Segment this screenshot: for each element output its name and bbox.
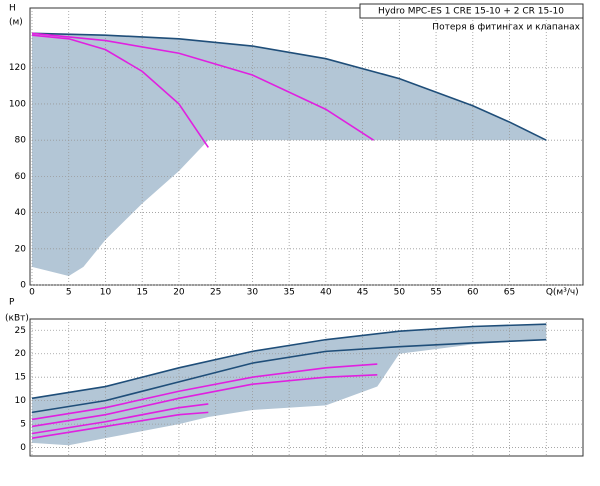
y-tick-label: 15 bbox=[15, 373, 26, 383]
y-tick-label: 20 bbox=[15, 244, 27, 254]
x-tick-label: 35 bbox=[283, 288, 294, 298]
curve bbox=[31, 338, 547, 414]
x-tick-label: 50 bbox=[394, 288, 406, 298]
x-tick-label: 30 bbox=[247, 288, 259, 298]
y-tick-label: 10 bbox=[15, 396, 27, 406]
y-tick-label: 0 bbox=[20, 281, 26, 291]
y-axis-unit: (кВт) bbox=[5, 314, 29, 324]
y-tick-label: 120 bbox=[9, 63, 26, 73]
y-tick-label: 100 bbox=[9, 99, 26, 109]
curve bbox=[31, 323, 547, 400]
x-tick-label: 65 bbox=[504, 288, 515, 298]
x-tick-label: 20 bbox=[173, 288, 185, 298]
x-tick-label: 5 bbox=[66, 288, 72, 298]
curve bbox=[31, 32, 375, 141]
y-tick-label: 5 bbox=[20, 420, 26, 430]
x-tick-label: Q(м³/ч) bbox=[546, 288, 579, 298]
x-tick-label: 25 bbox=[210, 288, 221, 298]
x-tick-label: 45 bbox=[357, 288, 368, 298]
x-tick-label: 0 bbox=[29, 288, 35, 298]
y-axis-label: H bbox=[9, 4, 16, 14]
y-tick-label: 40 bbox=[15, 208, 27, 218]
x-tick-label: 40 bbox=[320, 288, 332, 298]
y-axis-label: P bbox=[9, 298, 15, 308]
x-tick-label: 15 bbox=[136, 288, 147, 298]
y-axis-unit: (м) bbox=[9, 18, 23, 28]
curve bbox=[31, 34, 209, 148]
x-tick-label: 55 bbox=[430, 288, 441, 298]
curve bbox=[31, 374, 378, 428]
y-tick-label: 80 bbox=[15, 136, 27, 146]
curve bbox=[31, 32, 547, 141]
title-box bbox=[359, 3, 584, 19]
curve bbox=[31, 363, 378, 421]
x-tick-label: 60 bbox=[467, 288, 479, 298]
x-tick-label: 10 bbox=[100, 288, 112, 298]
y-tick-label: 60 bbox=[15, 172, 27, 182]
curve bbox=[31, 411, 209, 439]
chart-title: Hydro MPC-ES 1 CRE 15-10 + 2 CR 15-10 bbox=[378, 7, 564, 17]
chart-subtitle: Потеря в фитингах и клапанах bbox=[432, 23, 580, 33]
y-tick-label: 25 bbox=[15, 326, 26, 336]
operating-area bbox=[32, 324, 547, 446]
y-tick-label: 20 bbox=[15, 349, 27, 359]
y-tick-label: 0 bbox=[20, 443, 26, 453]
curve bbox=[31, 403, 209, 435]
operating-area bbox=[32, 33, 547, 276]
